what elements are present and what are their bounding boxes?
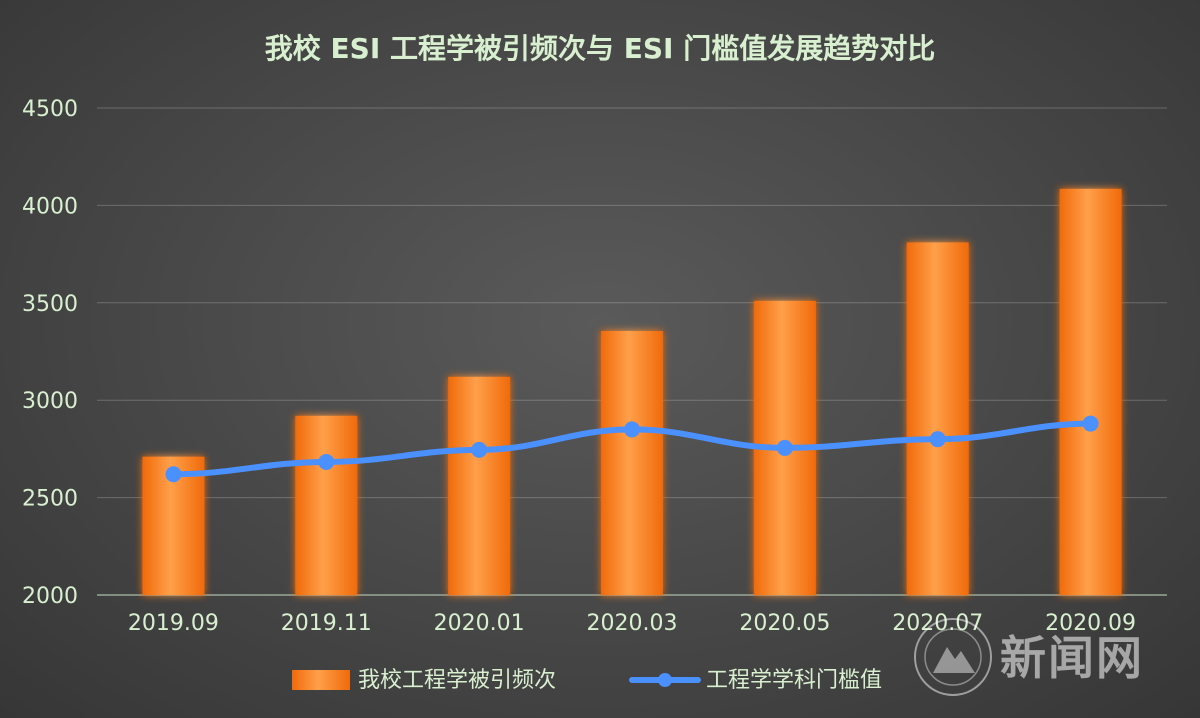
bar xyxy=(601,331,663,595)
x-tick-label: 2019.11 xyxy=(281,611,372,636)
line-point xyxy=(1082,415,1099,432)
line-series xyxy=(165,415,1099,483)
x-tick-label: 2020.01 xyxy=(434,611,525,636)
y-tick-label: 4000 xyxy=(22,194,78,219)
bar xyxy=(295,415,358,595)
line-point xyxy=(776,439,793,456)
y-tick-label: 3000 xyxy=(22,389,78,414)
y-tick-label: 3500 xyxy=(22,292,78,317)
legend-line-marker xyxy=(658,673,672,687)
x-tick-label: 2020.03 xyxy=(587,611,678,636)
y-tick-label: 4500 xyxy=(22,97,78,122)
x-tick-label: 2020.05 xyxy=(739,611,830,636)
legend: 我校工程学被引频次 工程学学科门槛值 xyxy=(292,668,882,693)
legend-bar-label: 我校工程学被引频次 xyxy=(358,668,556,693)
x-tick-label: 2020.07 xyxy=(892,611,983,636)
line-point xyxy=(929,431,946,448)
watermark-text: 新闻网 xyxy=(1000,631,1144,685)
bar-series xyxy=(142,188,1122,596)
legend-bar-swatch xyxy=(292,670,350,690)
x-tick-label: 2020.09 xyxy=(1045,611,1136,636)
y-axis-ticks: 2000 2500 3000 3500 4000 4500 xyxy=(22,97,78,609)
university-seal-icon xyxy=(914,618,992,696)
bar xyxy=(1059,188,1122,596)
line-point xyxy=(165,466,182,483)
chart-title: 我校 ESI 工程学被引频次与 ESI 门槛值发展趋势对比 xyxy=(265,32,935,65)
line-point xyxy=(624,421,640,438)
bar xyxy=(448,376,511,595)
y-tick-label: 2000 xyxy=(22,584,78,609)
y-tick-label: 2500 xyxy=(22,487,78,512)
x-axis-ticks: 2019.09 2019.11 2020.01 2020.03 2020.05 2020.… xyxy=(128,611,1136,636)
x-tick-label: 2019.09 xyxy=(128,611,219,636)
legend-line-label: 工程学学科门槛值 xyxy=(706,668,882,693)
bar xyxy=(906,242,969,596)
line-point xyxy=(318,453,335,470)
line-point xyxy=(471,441,488,458)
